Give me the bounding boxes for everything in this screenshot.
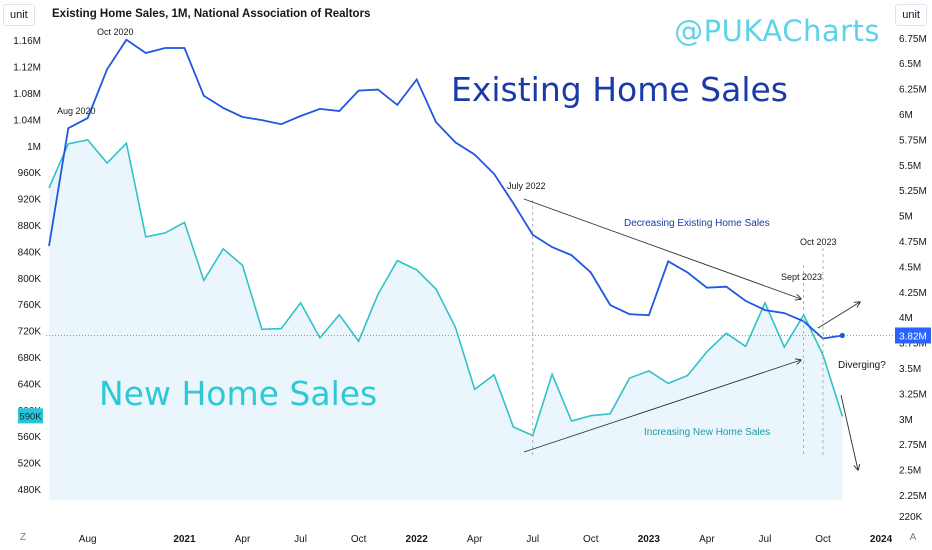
annotation-decreasing: Decreasing Existing Home Sales bbox=[624, 218, 770, 229]
annotation-aug-2020: Aug 2020 bbox=[57, 106, 96, 116]
left-axis-tick: 800K bbox=[18, 274, 42, 285]
x-axis-tick: Oct bbox=[351, 534, 367, 545]
x-axis-tick: 2023 bbox=[638, 534, 661, 545]
x-axis-tick: 2022 bbox=[406, 534, 429, 545]
right-axis-tick: 5.75M bbox=[899, 135, 927, 146]
existing-last-value-tag bbox=[895, 327, 931, 344]
existing-home-sales-line bbox=[48, 38, 843, 340]
right-axis-tick: 4.75M bbox=[899, 237, 927, 248]
x-axis-tick: Apr bbox=[699, 534, 715, 545]
new-home-sales-label: New Home Sales bbox=[99, 374, 378, 413]
x-axis-tick: Aug bbox=[79, 534, 97, 545]
new-home-sales-area bbox=[49, 139, 843, 500]
annotation-diverging: Diverging? bbox=[838, 360, 886, 371]
right-axis-unit-button[interactable]: unit bbox=[895, 4, 927, 26]
right-axis-tick: 5.5M bbox=[899, 161, 921, 172]
x-axis-tick: Jul bbox=[759, 534, 772, 545]
left-axis-tick: 1M bbox=[27, 142, 41, 153]
left-axis-tick: 1.12M bbox=[13, 63, 41, 74]
left-axis-tick: 1.04M bbox=[13, 115, 41, 126]
existing-last-value-text: 3.82M bbox=[899, 331, 927, 342]
diverging-down-arrow bbox=[840, 394, 858, 470]
annotation-increasing: Increasing New Home Sales bbox=[644, 427, 770, 438]
left-axis-tick: 880K bbox=[18, 221, 42, 232]
right-axis-tick: 3.25M bbox=[899, 389, 927, 400]
right-axis-tick: 2.5M bbox=[899, 466, 921, 477]
x-axis-tick: Oct bbox=[583, 534, 599, 545]
last-value-dot bbox=[839, 332, 845, 339]
x-axis-tick: 2021 bbox=[173, 534, 196, 545]
right-axis-tick: 3.75M bbox=[899, 339, 927, 350]
annotation-oct-2020: Oct 2020 bbox=[97, 27, 134, 37]
x-axis-tick: Apr bbox=[235, 534, 251, 545]
right-axis-tick: 6M bbox=[899, 110, 913, 121]
right-axis-tick: 5M bbox=[899, 212, 913, 223]
right-axis-tick: 3.5M bbox=[899, 364, 921, 375]
right-axis-tick: 6.75M bbox=[899, 34, 927, 45]
watermark: @PUKACharts bbox=[674, 14, 880, 48]
right-axis-tick: 3M bbox=[899, 415, 913, 426]
left-axis-tick: 720K bbox=[18, 327, 42, 338]
x-axis-tick: Apr bbox=[467, 534, 483, 545]
right-axis-tick: 2.75M bbox=[899, 440, 927, 451]
auto-scale-button[interactable]: A bbox=[909, 532, 917, 543]
right-axis-tick: 4M bbox=[899, 313, 913, 324]
right-axis-tick: 4.25M bbox=[899, 288, 927, 299]
chart-title: Existing Home Sales, 1M, National Associ… bbox=[52, 8, 371, 20]
existing-home-sales-label: Existing Home Sales bbox=[451, 70, 788, 109]
right-axis-tick: 6.5M bbox=[899, 59, 921, 70]
x-axis-tick: 2024 bbox=[870, 534, 893, 545]
x-axis-tick: Oct bbox=[815, 534, 831, 545]
left-axis-tick: 1.08M bbox=[13, 89, 41, 100]
annotation-sept-2023: Sept 2023 bbox=[781, 272, 822, 282]
left-axis-unit-button[interactable]: unit bbox=[3, 4, 35, 26]
x-axis-tick: Jul bbox=[294, 534, 307, 545]
increasing-trend-arrow bbox=[523, 360, 801, 453]
right-axis-tick: 6.25M bbox=[899, 85, 927, 96]
left-axis-tick: 560K bbox=[18, 432, 42, 443]
left-axis-tick: 640K bbox=[18, 379, 42, 390]
right-axis-tick: 2.25M bbox=[899, 491, 927, 502]
left-axis-tick: 840K bbox=[18, 247, 42, 258]
x-axis-tick: Jul bbox=[526, 534, 539, 545]
diverging-up-arrow bbox=[817, 302, 860, 329]
new-last-value-tag bbox=[18, 408, 43, 424]
left-axis-tick: 480K bbox=[18, 485, 42, 496]
left-axis-tick: 1.16M bbox=[13, 36, 41, 47]
left-axis-tick: 920K bbox=[18, 195, 42, 206]
left-axis-tick: 760K bbox=[18, 300, 42, 311]
annotation-july-2022: July 2022 bbox=[507, 181, 546, 191]
new-last-value-text: 590K bbox=[19, 411, 42, 422]
left-axis-tick: 520K bbox=[18, 459, 42, 470]
right-axis-tick: 5.25M bbox=[899, 186, 927, 197]
decreasing-trend-arrow bbox=[523, 198, 801, 299]
right-axis-tick: 220K bbox=[899, 512, 923, 523]
left-axis-tick: 680K bbox=[18, 353, 42, 364]
new-home-sales-line bbox=[48, 139, 844, 437]
right-axis-tick: 4.5M bbox=[899, 262, 921, 273]
left-axis-tick: 960K bbox=[18, 168, 42, 179]
zoom-reset-button[interactable]: Z bbox=[19, 532, 27, 543]
annotation-oct-2023: Oct 2023 bbox=[800, 237, 837, 247]
